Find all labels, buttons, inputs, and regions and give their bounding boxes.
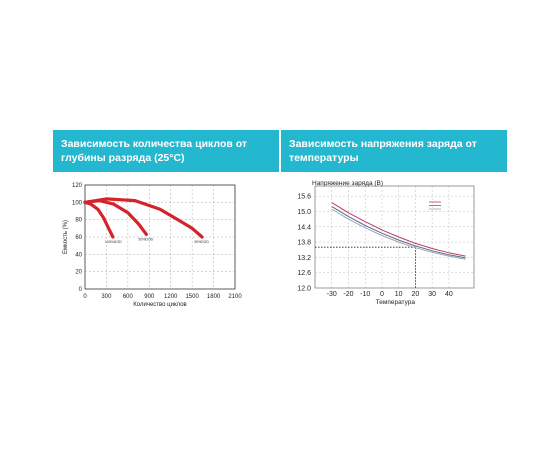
- y-tick-label: 80: [75, 218, 82, 224]
- y-tick-label: 15.6: [297, 194, 311, 201]
- y-axis-label: Напряжение заряда (В): [312, 180, 383, 187]
- x-tick-label: 900: [144, 294, 155, 300]
- plot-frame: [84, 184, 236, 290]
- x-tick-label: 0: [380, 291, 384, 298]
- y-tick-label: 40: [75, 252, 82, 258]
- x-tick-label: 0: [83, 294, 87, 300]
- y-tick-label: 14.4: [297, 224, 311, 231]
- x-tick-label: -20: [343, 291, 353, 298]
- cycles-chart-title: Зависимость количества циклов от глубины…: [53, 130, 279, 172]
- y-tick-label: 12.0: [297, 286, 311, 293]
- x-tick-label: 600: [123, 294, 134, 300]
- y-tick-label: 0: [79, 287, 83, 293]
- x-tick-label: 30: [428, 291, 436, 298]
- y-tick-label: 15.0: [297, 209, 311, 216]
- x-tick-label: 1200: [164, 294, 178, 300]
- y-axis-label: Емкость (%): [63, 220, 69, 254]
- x-tick-label: 1500: [185, 294, 199, 300]
- series-label-2: 50%DOD: [138, 237, 153, 241]
- y-tick-label: 20: [75, 270, 82, 276]
- series-line-3: [331, 208, 466, 260]
- voltage-chart: -30 -20 -10 0 10 20 30 40 12.0 12.6 13.2 13.8 14.4 15…: [297, 180, 475, 306]
- x-tick-label: 300: [101, 294, 112, 300]
- x-tick-label: -30: [327, 291, 337, 298]
- x-tick-label: -10: [360, 291, 370, 298]
- cycles-chart: 0 300 600 900 1200 1500 1800 2100 0 20 40 60 80 100 12…: [63, 183, 242, 308]
- x-tick-label: 10: [395, 291, 403, 298]
- y-tick-label: 12.6: [297, 270, 311, 277]
- y-tick-label: 60: [75, 235, 82, 241]
- x-tick-label: 40: [445, 291, 453, 298]
- series-line-1: [331, 202, 466, 257]
- series-label-3: 30%DOD: [194, 240, 209, 244]
- series-line-1: [83, 200, 115, 239]
- y-tick-label: 100: [72, 200, 83, 206]
- y-tick-label: 120: [72, 183, 83, 189]
- x-axis-label: Температура: [376, 299, 416, 306]
- voltage-chart-title: Зависимость напряжения заряда от темпера…: [281, 130, 507, 172]
- voltage-panel: Зависимость напряжения заряда от темпера…: [281, 130, 507, 316]
- x-tick-label: 20: [412, 291, 420, 298]
- y-tick-label: 13.8: [297, 240, 311, 247]
- x-axis-label: Количество циклов: [133, 302, 186, 308]
- plot-frame: [314, 185, 475, 289]
- cycles-panel: Зависимость количества циклов от глубины…: [53, 130, 279, 316]
- series-line-2: [331, 205, 466, 259]
- series-line-3: [83, 197, 204, 239]
- series-label-1: 100%DOD: [105, 240, 122, 244]
- x-tick-label: 1800: [207, 294, 221, 300]
- x-tick-label: 2100: [228, 294, 242, 300]
- y-tick-label: 13.2: [297, 255, 311, 262]
